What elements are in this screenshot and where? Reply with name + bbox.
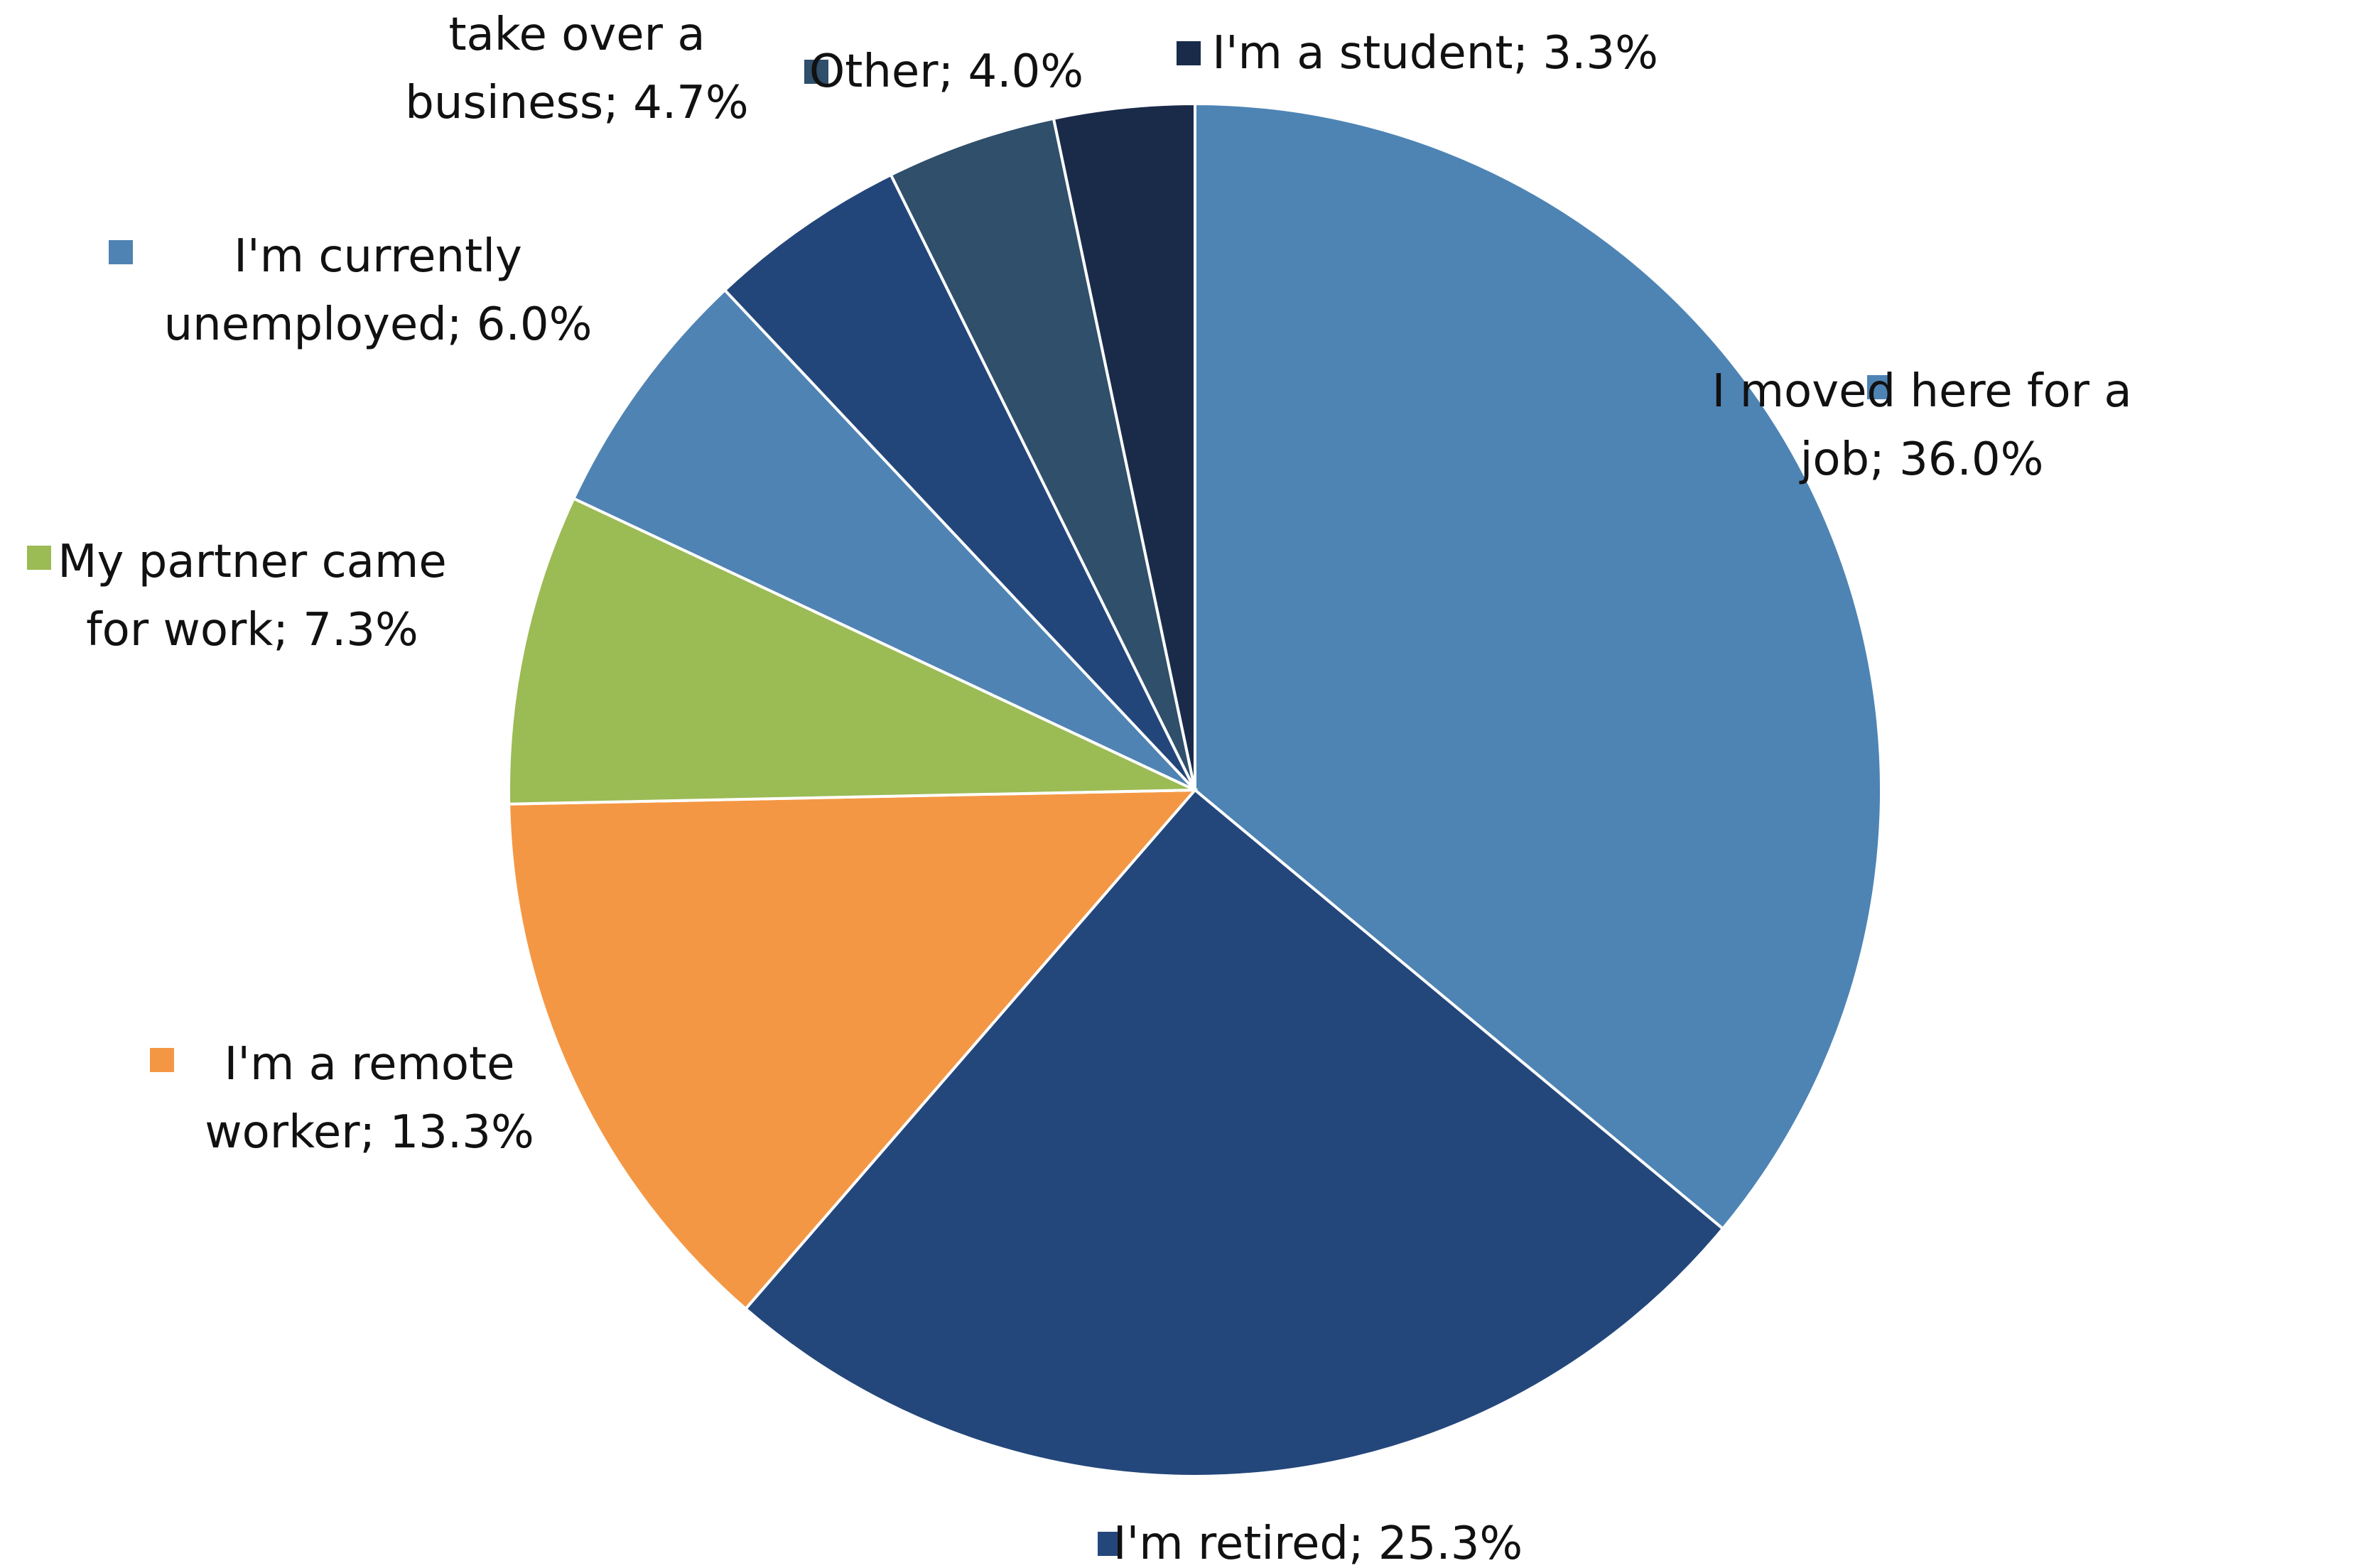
- slice-label: I'm currently unemployed; 6.0%: [164, 230, 593, 351]
- slice-label-line: I'm currently: [234, 230, 522, 283]
- pie-slice: [507, 497, 1196, 806]
- pie-slice: [1051, 102, 1196, 791]
- slice-label: I'm a remote worker; 13.3%: [205, 1038, 534, 1159]
- slice-label-line: worker; 13.3%: [205, 1106, 534, 1159]
- slice-labels: I moved here for a job; 36.0% I'm retired;…: [27, 0, 2132, 1568]
- slice-label-line: I'm retired; 25.3%: [1113, 1518, 1523, 1568]
- pie-slice: [507, 788, 1199, 1311]
- legend-marker: [1098, 1532, 1122, 1556]
- slice-label-line: I'm a remote: [225, 1038, 515, 1091]
- pie-slice: [723, 173, 1196, 791]
- legend-marker: [27, 546, 51, 570]
- legend-marker: [150, 1048, 174, 1072]
- slice-label: I'm retired; 25.3%: [1113, 1518, 1523, 1568]
- slice-label-line: job; 36.0%: [1799, 433, 2044, 486]
- slice-label-line: unemployed; 6.0%: [164, 298, 593, 351]
- slice-label: I'm a student; 3.3%: [1212, 27, 1658, 80]
- pie-slice: [743, 788, 1725, 1478]
- pie-slice: [1194, 102, 1883, 1231]
- legend-marker: [1177, 41, 1201, 65]
- slice-label: Other; 4.0%: [809, 45, 1083, 98]
- slice-label-line: I'm a student; 3.3%: [1212, 27, 1658, 80]
- slice-label: My partner came for work; 7.3%: [58, 536, 446, 656]
- legend-marker: [109, 240, 133, 264]
- slice-label-line: Other; 4.0%: [809, 45, 1083, 98]
- slice-label-line: My partner came: [58, 536, 446, 588]
- pie-slice: [571, 288, 1196, 791]
- slice-label-line: take over a: [448, 9, 705, 61]
- slice-label-line: business; 4.7%: [405, 77, 748, 129]
- slice-label-line: I moved here for a: [1712, 365, 2131, 418]
- slice-label: I moved here for a job; 36.0%: [1712, 365, 2131, 486]
- pie-slices: [507, 102, 1883, 1478]
- pie-slice: [889, 117, 1196, 791]
- legend-marker: [1867, 375, 1891, 399]
- slice-label-line: for work; 7.3%: [86, 604, 418, 656]
- legend-marker: [804, 60, 828, 84]
